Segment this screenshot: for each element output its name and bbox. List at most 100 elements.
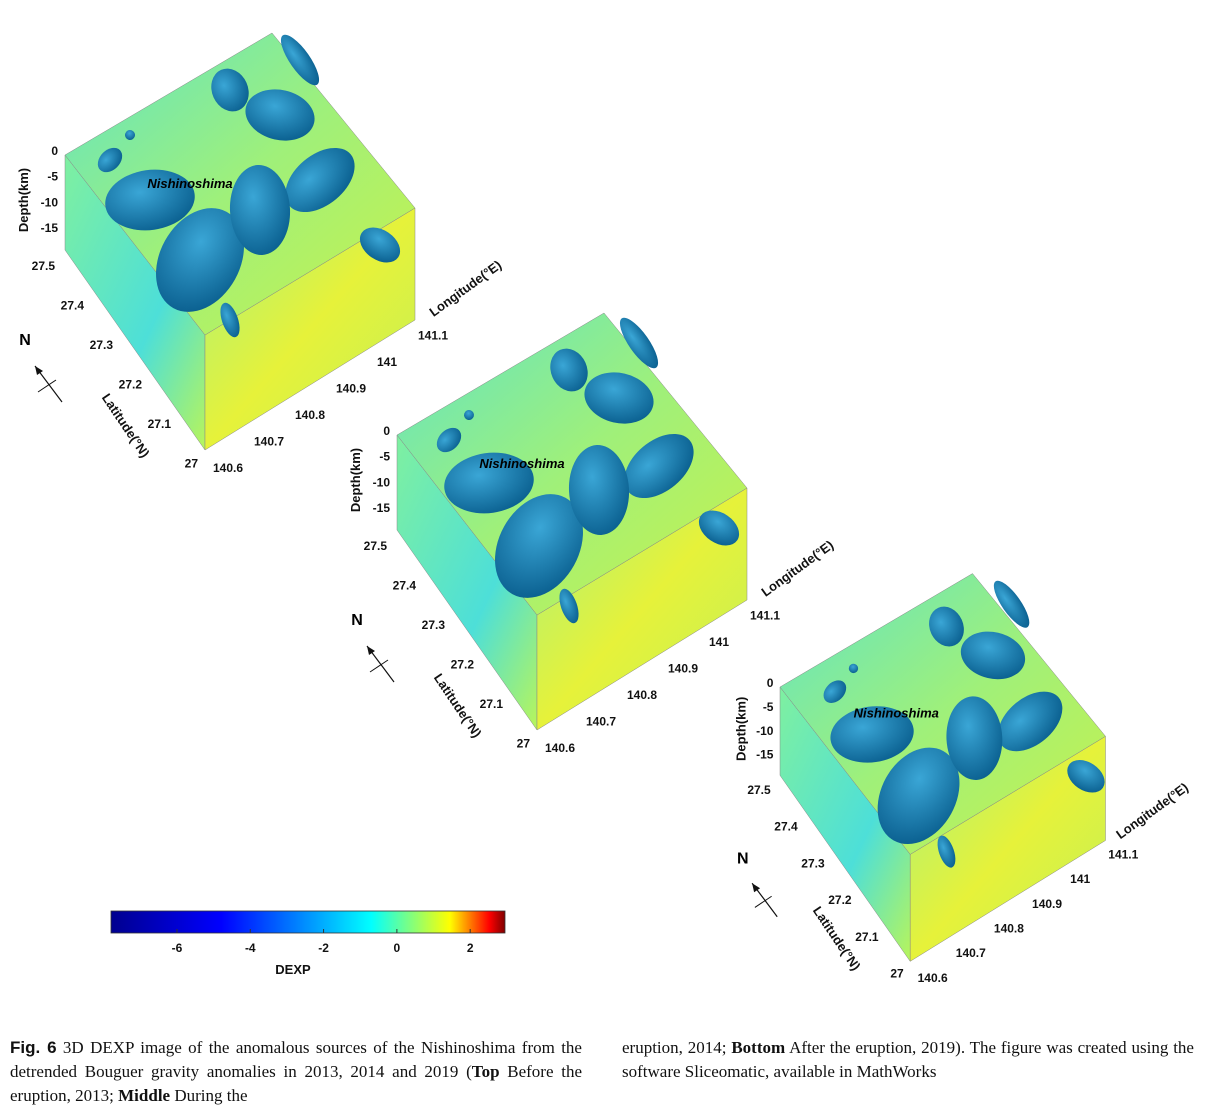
longitude-tick-label: 140.9 bbox=[1032, 897, 1062, 911]
depth-tick-label: -5 bbox=[379, 450, 390, 464]
latitude-tick-label: 27.5 bbox=[747, 783, 771, 797]
depth-tick-label: 0 bbox=[767, 676, 774, 690]
anomaly-isosurface bbox=[229, 165, 291, 255]
caption-top: Top bbox=[471, 1062, 500, 1081]
cube-top-face bbox=[396, 312, 748, 616]
anomaly-isosurface bbox=[220, 302, 240, 338]
anomaly-isosurface bbox=[993, 580, 1030, 628]
latitude-tick-label: 27.1 bbox=[480, 697, 504, 711]
latitude-tick-label: 27.2 bbox=[119, 378, 143, 392]
latitude-tick-label: 27.5 bbox=[32, 259, 56, 273]
anomaly-isosurface bbox=[997, 691, 1063, 752]
colorbar-tick-label: -6 bbox=[172, 941, 183, 955]
anomaly-isosurface bbox=[464, 410, 474, 420]
anomaly-isosurface bbox=[877, 747, 960, 845]
longitude-axis-title: Longitude(°E) bbox=[1113, 780, 1191, 842]
anomaly-isosurface bbox=[1067, 760, 1105, 793]
figure: Nishinoshima 0 -5 -10 -15 Depth(km) 27.5 27.4 27… bbox=[16, 32, 1191, 985]
colorbar-label: DEXP bbox=[275, 962, 311, 977]
caption-text: Before the eruption, 2013; bbox=[10, 1062, 582, 1105]
depth-tick-label: -5 bbox=[763, 700, 774, 714]
anomaly-isosurface bbox=[125, 130, 135, 140]
latitude-tick-label: 27.1 bbox=[855, 930, 879, 944]
colorbar-gradient bbox=[110, 910, 506, 934]
depth-tick-label: -5 bbox=[47, 170, 58, 184]
caption-right: eruption, 2014; Bottom After the eruptio… bbox=[622, 1036, 1194, 1084]
latitude-tick-label: 27.2 bbox=[828, 893, 852, 907]
longitude-tick-label: 140.6 bbox=[213, 461, 243, 475]
colorbar-tick-label: -4 bbox=[245, 941, 256, 955]
anomaly-isosurface bbox=[698, 510, 740, 546]
longitude-tick-label: 140.8 bbox=[994, 922, 1024, 936]
anomaly-isosurface bbox=[584, 372, 654, 424]
longitude-tick-label: 140.7 bbox=[586, 715, 616, 729]
anomaly-isosurface bbox=[444, 452, 534, 514]
anomaly-isosurface bbox=[619, 317, 659, 369]
caption-text: 3D DEXP image of the anomalous sources o… bbox=[10, 1038, 582, 1081]
caption-text: After the eruption, 2019). The figure wa… bbox=[622, 1038, 1194, 1081]
anomaly-isosurface bbox=[823, 680, 847, 703]
anomaly-isosurface bbox=[359, 227, 401, 263]
anomaly-isosurface bbox=[211, 68, 249, 112]
longitude-tick-label: 141.1 bbox=[750, 609, 780, 623]
anomaly-isosurface bbox=[245, 89, 315, 141]
anomaly-isosurface bbox=[156, 208, 244, 312]
colorbar-tick-label: -2 bbox=[318, 941, 329, 955]
longitude-tick-label: 140.6 bbox=[545, 741, 575, 755]
anomaly-isosurface bbox=[285, 147, 355, 213]
anomaly-isosurface bbox=[280, 34, 320, 86]
longitude-axis-title: Longitude(°E) bbox=[758, 537, 836, 599]
anomaly-isosurface bbox=[105, 169, 195, 231]
latitude-tick-label: 27.4 bbox=[393, 579, 417, 593]
colorbar: -6 -4 -2 0 2 DEXP bbox=[110, 910, 506, 977]
anomaly-isosurface bbox=[624, 433, 694, 499]
cube-top-face bbox=[779, 573, 1106, 855]
north-arrow-crossbar bbox=[37, 379, 57, 393]
panel-bottom: Nishinoshima 0 -5 -10 -15 Depth(km) 27.5 27.4 27… bbox=[734, 573, 1191, 985]
anomaly-isosurface bbox=[830, 706, 914, 763]
anomaly-isosurface bbox=[568, 445, 630, 535]
depth-axis-title: Depth(km) bbox=[16, 168, 31, 232]
north-label: N bbox=[737, 851, 749, 868]
longitude-tick-label: 141 bbox=[709, 635, 729, 649]
colorbar-tick-label: 2 bbox=[467, 941, 474, 955]
caption-text: eruption, 2014; bbox=[622, 1038, 732, 1057]
nishinoshima-label: Nishinoshima bbox=[147, 176, 232, 191]
anomaly-isosurface bbox=[436, 427, 462, 453]
north-arrow-crossbar bbox=[754, 895, 772, 908]
latitude-tick-label: 27 bbox=[185, 457, 199, 471]
latitude-tick-label: 27.1 bbox=[148, 417, 172, 431]
latitude-axis-title: Latitude(°N) bbox=[99, 391, 153, 461]
longitude-tick-label: 140.9 bbox=[336, 382, 366, 396]
north-arrow-head bbox=[367, 646, 375, 655]
depth-tick-label: 0 bbox=[383, 424, 390, 438]
depth-tick-label: -15 bbox=[41, 221, 59, 235]
north-arrow-crossbar bbox=[369, 659, 389, 673]
latitude-tick-label: 27.3 bbox=[90, 338, 114, 352]
longitude-tick-label: 141.1 bbox=[1108, 848, 1138, 862]
depth-tick-label: -10 bbox=[756, 724, 774, 738]
anomaly-isosurface bbox=[946, 696, 1003, 780]
caption-bottom: Bottom bbox=[731, 1038, 786, 1057]
longitude-tick-label: 141.1 bbox=[418, 329, 448, 343]
north-arrow-head bbox=[752, 883, 761, 893]
nishinoshima-label: Nishinoshima bbox=[854, 706, 939, 721]
anomaly-isosurface bbox=[848, 663, 859, 674]
nishinoshima-label: Nishinoshima bbox=[479, 456, 564, 471]
caption-text: During the bbox=[170, 1086, 248, 1105]
depth-tick-label: -15 bbox=[373, 501, 391, 515]
longitude-tick-label: 140.7 bbox=[956, 946, 986, 960]
longitude-tick-label: 141 bbox=[377, 355, 397, 369]
depth-tick-label: -10 bbox=[41, 195, 59, 209]
anomaly-isosurface bbox=[929, 606, 964, 647]
longitude-tick-label: 140.8 bbox=[627, 688, 657, 702]
caption-left: Fig. 6 3D DEXP image of the anomalous so… bbox=[10, 1036, 582, 1108]
anomaly-isosurface bbox=[550, 348, 588, 392]
longitude-axis-title: Longitude(°E) bbox=[426, 257, 504, 319]
longitude-tick-label: 140.7 bbox=[254, 435, 284, 449]
north-arrow-head bbox=[35, 366, 43, 375]
latitude-tick-label: 27.3 bbox=[422, 618, 446, 632]
anomaly-isosurface bbox=[937, 835, 956, 868]
anomaly-isosurface bbox=[97, 147, 123, 173]
north-label: N bbox=[351, 612, 363, 629]
